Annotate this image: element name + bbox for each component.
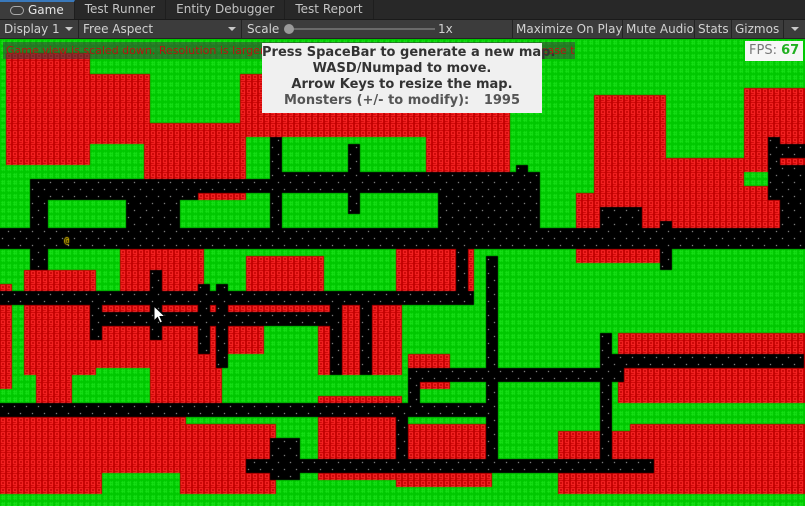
tab-entity-debugger-label: Entity Debugger — [176, 2, 275, 16]
game-view-toolbar: Display 1 Free Aspect Scale 1x Maximize … — [0, 20, 805, 39]
stats-toggle[interactable]: Stats — [695, 20, 732, 38]
scale-value: 1x — [438, 22, 453, 36]
mute-audio-label: Mute Audio — [626, 22, 694, 36]
maximize-on-play-toggle[interactable]: Maximize On Play — [513, 20, 623, 38]
chevron-down-icon — [228, 27, 236, 31]
instruction-spacebar: Press SpaceBar to generate a new map. — [262, 45, 556, 60]
instructions-panel: Press SpaceBar to generate a new map. WA… — [262, 43, 556, 113]
fps-value: 67 — [781, 43, 800, 58]
tab-test-runner[interactable]: Test Runner — [75, 0, 167, 19]
roguelike-map[interactable] — [0, 39, 805, 506]
tab-bar-filler — [374, 0, 805, 19]
game-controller-icon — [10, 6, 24, 15]
aspect-dropdown-label: Free Aspect — [83, 22, 154, 36]
gizmos-label: Gizmos — [735, 22, 780, 36]
fps-label: FPS: — [749, 43, 777, 58]
chevron-down-icon — [65, 27, 73, 31]
scale-slider-track[interactable] — [290, 28, 435, 30]
mute-audio-toggle[interactable]: Mute Audio — [623, 20, 695, 38]
monster-count-value: 1995 — [483, 93, 520, 108]
scale-label: Scale — [247, 22, 280, 36]
stats-label: Stats — [698, 22, 729, 36]
scale-control: Scale 1x — [242, 20, 513, 38]
tab-game[interactable]: Game — [0, 0, 75, 19]
tab-test-report-label: Test Report — [295, 2, 363, 16]
mouse-pointer-icon — [153, 305, 167, 324]
maximize-on-play-label: Maximize On Play — [516, 22, 623, 36]
aspect-dropdown[interactable]: Free Aspect — [79, 20, 242, 38]
monster-count-row: Monsters (+/- to modify): 1995 — [262, 93, 542, 109]
tab-test-runner-label: Test Runner — [84, 2, 156, 16]
display-dropdown-label: Display 1 — [4, 22, 60, 36]
tab-game-label: Game — [28, 3, 64, 17]
monster-count-label: Monsters (+/- to modify): — [284, 93, 470, 108]
fps-counter: FPS: 67 — [745, 41, 803, 61]
gizmos-toggle[interactable]: Gizmos — [732, 20, 784, 38]
display-dropdown[interactable]: Display 1 — [0, 20, 79, 38]
tab-entity-debugger[interactable]: Entity Debugger — [166, 0, 286, 19]
editor-tab-bar: Game Test Runner Entity Debugger Test Re… — [0, 0, 805, 20]
gizmos-dropdown[interactable] — [784, 20, 805, 38]
game-view[interactable]: Game view is scaled down. Resolution is … — [0, 39, 805, 506]
tab-test-report[interactable]: Test Report — [285, 0, 374, 19]
instruction-move: WASD/Numpad to move. — [312, 61, 492, 76]
scale-slider-handle[interactable] — [284, 24, 294, 34]
chevron-down-icon — [791, 27, 799, 31]
instruction-resize: Arrow Keys to resize the map. — [291, 77, 513, 92]
